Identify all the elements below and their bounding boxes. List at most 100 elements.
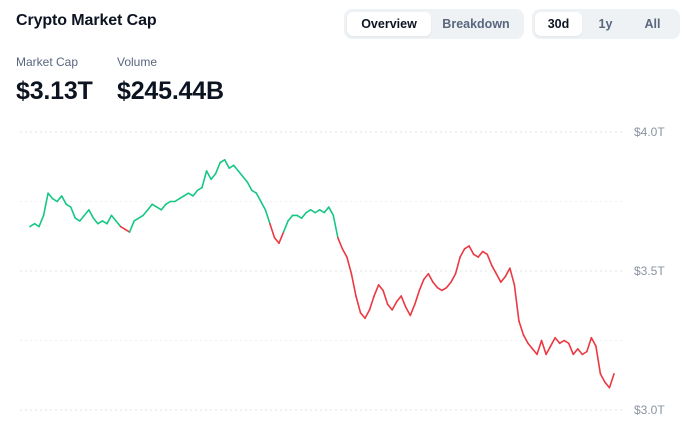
view-toggle: Overview Breakdown <box>344 9 524 39</box>
line-segment <box>518 320 525 336</box>
line-segment <box>576 348 584 356</box>
line-segment <box>445 281 452 289</box>
line-segment <box>151 203 158 208</box>
line-segment <box>282 220 289 233</box>
line-segment <box>251 189 258 194</box>
line-segment <box>101 220 108 225</box>
line-segment <box>427 272 434 283</box>
tab-breakdown[interactable]: Breakdown <box>442 17 510 31</box>
line-segment <box>604 381 611 389</box>
line-segment <box>273 236 280 244</box>
line-segment <box>124 228 131 233</box>
y-axis-ticks: $4.0T $3.5T $3.0T <box>634 125 665 417</box>
line-segment <box>586 336 593 353</box>
line-segment <box>205 170 212 181</box>
line-segment <box>92 217 99 225</box>
line-segment <box>83 209 90 217</box>
line-segment <box>56 195 63 203</box>
line-segment <box>527 342 534 350</box>
line-segment <box>42 192 49 217</box>
y-tick-label: $3.5T <box>634 264 665 278</box>
line-segment <box>513 284 520 322</box>
line-segment <box>572 348 579 356</box>
market-cap-value: $3.13T <box>16 77 93 105</box>
line-segment <box>323 206 330 214</box>
line-segment <box>414 289 421 306</box>
line-segment <box>106 214 113 225</box>
line-segment <box>47 192 54 200</box>
line-segment <box>78 214 86 222</box>
line-segment <box>146 203 154 211</box>
line-segment <box>355 295 362 314</box>
line-segment <box>287 214 294 222</box>
line-segment <box>119 225 126 231</box>
line-segment <box>214 161 221 175</box>
line-segment <box>522 334 529 345</box>
line-segment <box>554 336 561 345</box>
line-segment <box>278 231 285 244</box>
line-segment <box>332 214 339 239</box>
line-segment <box>423 272 430 281</box>
line-segment <box>454 256 461 275</box>
line-segment <box>581 350 588 356</box>
line-segment <box>88 209 95 219</box>
line-segment <box>264 209 271 225</box>
line-segment <box>174 197 181 203</box>
line-segment <box>341 247 348 258</box>
range-1y-button[interactable]: 1y <box>598 17 613 31</box>
line-segment <box>255 192 262 203</box>
line-segment <box>128 220 135 233</box>
line-segment <box>477 250 484 258</box>
line-segment <box>608 373 615 389</box>
line-segment <box>219 158 226 164</box>
line-segment <box>549 336 556 347</box>
line-segment <box>201 170 208 189</box>
y-tick-label: $3.0T <box>634 403 665 417</box>
line-segment <box>590 336 597 347</box>
line-segment <box>504 267 511 278</box>
line-segment <box>69 206 77 219</box>
line-segment <box>269 222 276 239</box>
line-segment <box>232 164 240 172</box>
line-segment <box>241 175 249 183</box>
chart-grid <box>20 131 622 411</box>
line-segment <box>228 164 235 169</box>
line-segment <box>432 281 439 289</box>
volume-value: $245.44B <box>117 77 224 105</box>
line-segment <box>133 217 140 222</box>
line-segment <box>183 192 190 197</box>
line-segment <box>305 209 312 214</box>
line-segment <box>418 278 425 292</box>
line-segment <box>536 339 543 356</box>
line-segment <box>373 284 380 297</box>
line-segment <box>97 220 104 225</box>
line-segment <box>296 214 303 219</box>
line-segment <box>382 289 389 306</box>
tab-overview[interactable]: Overview <box>347 12 431 36</box>
line-segment <box>110 214 117 222</box>
line-segment <box>196 186 203 192</box>
line-segment <box>377 284 384 292</box>
page-title: Crypto Market Cap <box>16 12 157 29</box>
line-segment <box>137 214 144 219</box>
line-segment <box>60 195 68 206</box>
line-segment <box>531 348 538 356</box>
line-segment <box>490 264 498 275</box>
line-segment <box>404 306 412 317</box>
market-cap-chart[interactable]: $4.0T $3.5T $3.0T <box>0 112 696 428</box>
line-segment <box>500 275 507 283</box>
line-segment <box>545 345 552 356</box>
market-cap-line <box>29 158 615 389</box>
line-segment <box>368 295 375 311</box>
line-segment <box>65 203 72 208</box>
line-segment <box>395 295 403 303</box>
y-tick-label: $4.0T <box>634 125 665 139</box>
line-segment <box>210 172 217 181</box>
range-all-button[interactable]: All <box>644 17 661 31</box>
line-segment <box>386 303 393 311</box>
line-segment <box>350 272 357 297</box>
range-30d-button[interactable]: 30d <box>535 12 582 36</box>
line-segment <box>563 339 570 345</box>
volume-label: Volume <box>117 55 158 69</box>
line-segment <box>400 295 407 308</box>
